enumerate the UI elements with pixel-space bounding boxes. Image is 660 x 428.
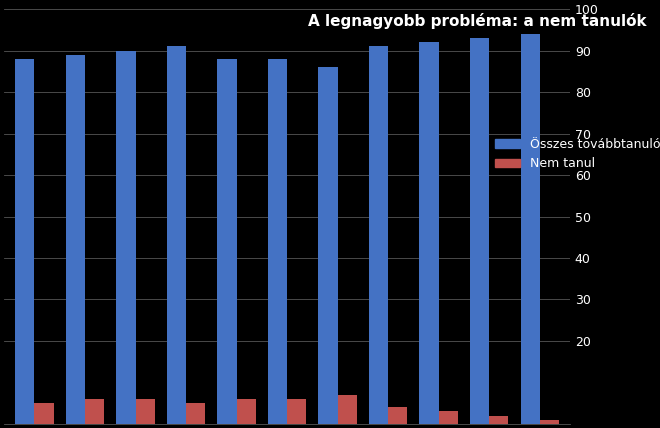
Legend: Összes továbbtanuló, Nem tanul: Összes továbbtanuló, Nem tanul [490,133,660,175]
Bar [521,34,540,424]
Bar [34,403,53,424]
Bar [268,59,287,424]
Bar [540,420,559,424]
Bar [470,38,489,424]
Bar [217,59,236,424]
Bar [135,399,154,424]
Bar [116,51,135,424]
Bar [287,399,306,424]
Bar [420,42,439,424]
Bar [236,399,256,424]
Bar [318,67,338,424]
Bar [338,395,357,424]
Bar [66,55,85,424]
Bar [186,403,205,424]
Text: A legnagyobb probléma: a nem tanulók: A legnagyobb probléma: a nem tanulók [308,13,647,29]
Bar [439,411,458,424]
Bar [388,407,407,424]
Bar [15,59,34,424]
Bar [167,47,186,424]
Bar [369,47,388,424]
Bar [85,399,104,424]
Bar [489,416,508,424]
